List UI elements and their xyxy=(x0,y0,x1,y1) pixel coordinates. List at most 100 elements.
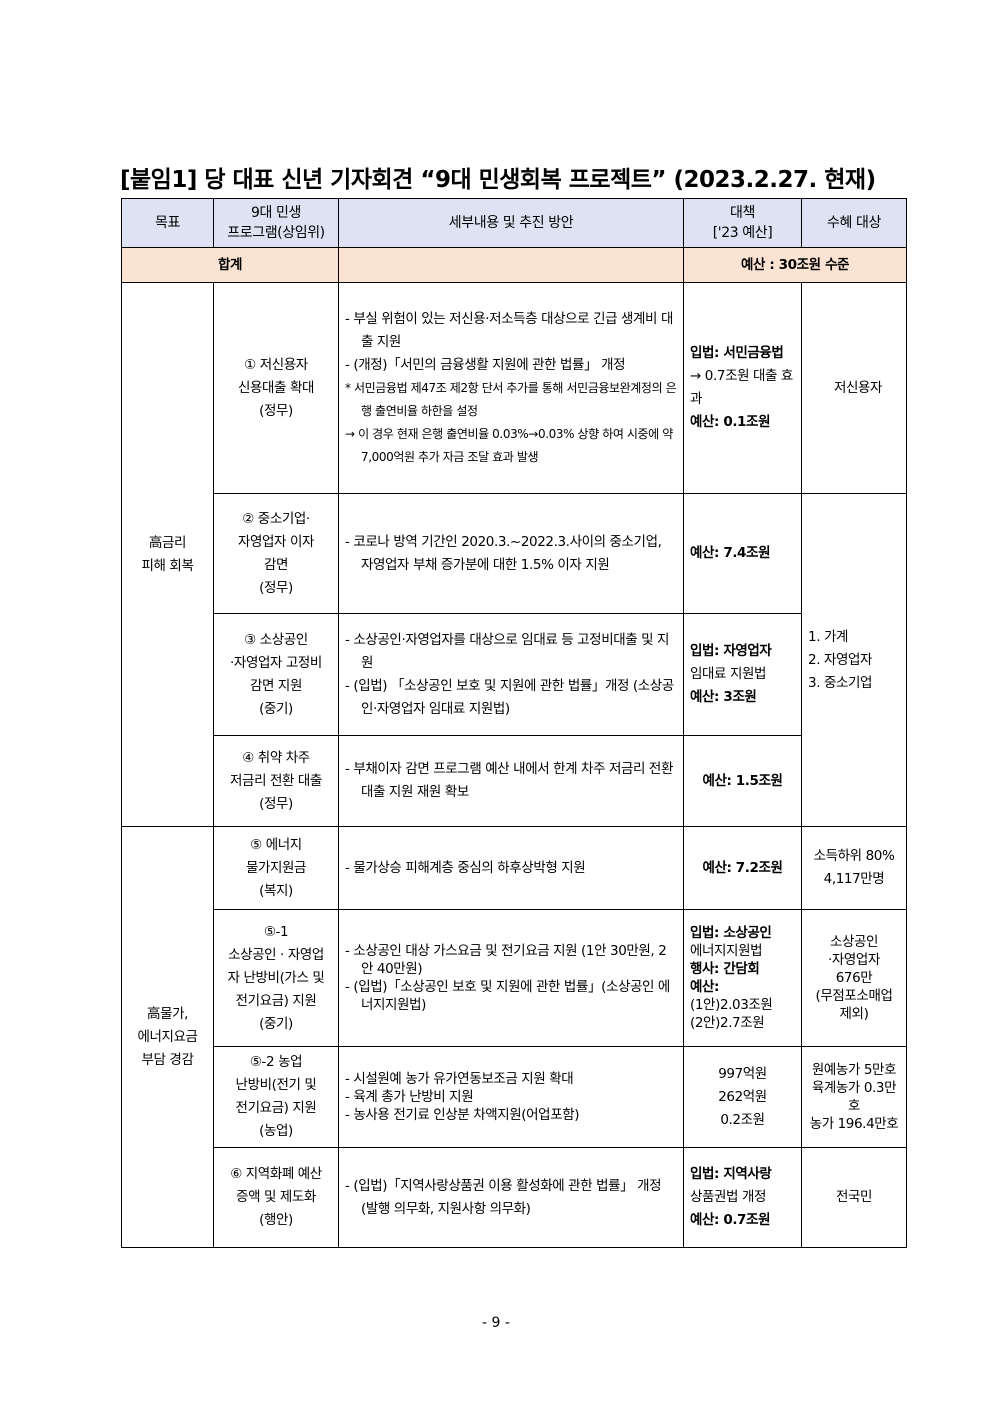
header-beneficiary: 수혜 대상 xyxy=(801,198,907,248)
cell-line: (농업) xyxy=(259,1123,293,1139)
cell-line: 262억원 xyxy=(718,1088,767,1105)
cell-line: ⑤ 에너지 xyxy=(250,836,302,853)
header-program: 9대 민생 프로그램(상임위) xyxy=(213,198,339,248)
cell-line: 자 난방비(가스 및 xyxy=(227,969,325,986)
cell-line: 감면 xyxy=(263,556,289,573)
cell-line: 농가 196.4만호 xyxy=(809,1116,899,1132)
program-cell: ② 중소기업· 자영업자 이자 감면 (정무) xyxy=(213,493,339,614)
table-header: 목표 9대 민생 프로그램(상임위) 세부내용 및 추진 방안 대책 ['23 예산… xyxy=(121,198,907,248)
cell-line: 4,117만명 xyxy=(823,871,885,887)
cell-line: 원예농가 5만호 xyxy=(811,1062,897,1078)
detail-line: - 육계 총가 난방비 지원 xyxy=(345,1089,474,1105)
table-row: ② 중소기업· 자영업자 이자 감면 (정무) - 코로나 방역 기간인 2020.3.… xyxy=(122,493,907,827)
header-measure: 대책 ['23 예산] xyxy=(683,198,802,248)
cell-line: ④ 취약 차주 xyxy=(242,749,310,766)
measure-cell: 입법: 서민금융법 → 0.7조원 대출 효과 예산: 0.1조원 xyxy=(683,282,802,494)
cell-line: (중기) xyxy=(259,700,293,717)
detail-line: - (입법) 「소상공인 보호 및 지원에 관한 법률」개정 (소상공인·자영업… xyxy=(345,677,674,717)
cell-line: (무점포소매업 xyxy=(815,988,893,1004)
cell-line: 피해 회복 xyxy=(141,557,194,574)
detail-line: * 서민금융법 제47조 제2항 단서 추가를 통해 서민금융보완계정의 은행 … xyxy=(345,380,677,418)
cell-line: 신용대출 확대 xyxy=(237,379,314,396)
beneficiary-cell: 전국민 xyxy=(801,1147,907,1248)
cell-line: 997억원 xyxy=(718,1065,767,1082)
detail-line: - (입법)「지역사랑상품권 이용 활성화에 관한 법률」 개정 (발행 의무화… xyxy=(345,1177,662,1217)
cell-line: 예산: 0.7조원 xyxy=(690,1212,771,1228)
detail-cell: - (입법)「지역사랑상품권 이용 활성화에 관한 법률」 개정 (발행 의무화… xyxy=(338,1147,684,1248)
beneficiary-cell: 소상공인 ·자영업자 676만 (무점포소매업 제외) xyxy=(801,909,907,1047)
cell-line: ① 저신용자 xyxy=(244,356,308,373)
cell-line: 3. 중소기업 xyxy=(808,674,873,691)
cell-line: 물가지원금 xyxy=(245,859,307,876)
detail-line: - 부실 위험이 있는 저신용·저소득층 대상으로 긴급 생계비 대출 지원 xyxy=(345,310,673,350)
measure-cell: 997억원 262억원 0.2조원 xyxy=(683,1046,802,1148)
measure-cell: 입법: 자영업자 임대료 지원법 예산: 3조원 xyxy=(683,613,802,736)
cell-line: 예산: 1.5조원 xyxy=(702,772,783,789)
cell-line: ⑤-2 농업 xyxy=(249,1054,303,1070)
cell-line: 저신용자 xyxy=(833,379,883,396)
cell-line: 예산: 7.4조원 xyxy=(690,545,771,561)
cell-line: 예산: 3조원 xyxy=(690,689,757,705)
cell-line: 입법: 서민금융법 xyxy=(690,345,784,361)
beneficiary-cell: 소득하위 80% 4,117만명 xyxy=(801,826,907,910)
table-row: ⑤-1 소상공인 · 자영업 자 난방비(가스 및 전기요금) 지원 (중기) - 소상공… xyxy=(122,909,907,1047)
cell-line: 입법: 소상공인 xyxy=(690,925,772,941)
detail-line: - 코로나 방역 기간인 2020.3.~2022.3.사이의 중소기업, 자영… xyxy=(345,533,662,573)
detail-cell: - 부실 위험이 있는 저신용·저소득층 대상으로 긴급 생계비 대출 지원 - … xyxy=(338,282,684,494)
total-label: 합계 xyxy=(121,247,339,283)
cell-line: 행사: 간담회 xyxy=(690,961,760,977)
cell-line: 高금리 xyxy=(148,534,187,551)
header-line: 프로그램(상임위) xyxy=(227,225,325,241)
cell-line: 예산: xyxy=(690,979,720,995)
detail-line: - (개정)「서민의 금융생활 지원에 관한 법률」 개정 xyxy=(345,356,626,373)
measure-cell: 예산: 7.2조원 xyxy=(683,826,802,910)
project-table: 목표 9대 민생 프로그램(상임위) 세부내용 및 추진 방안 대책 ['23 예산… xyxy=(121,198,907,1248)
cell-line: (복지) xyxy=(259,882,293,899)
measure-cell: 예산: 1.5조원 xyxy=(683,735,802,827)
measure-cell: 입법: 지역사랑 상품권법 개정 예산: 0.7조원 xyxy=(683,1147,802,1248)
cell-line: 육계농가 0.3만호 xyxy=(811,1080,897,1114)
cell-line: 난방비(전기 및 xyxy=(235,1077,317,1093)
cell-line: 자영업자 이자 xyxy=(237,533,314,550)
cell-line: (2안)2.7조원 xyxy=(690,1015,765,1031)
cell-line: 1. 가계 xyxy=(808,628,849,645)
header-line: 대책 xyxy=(730,205,755,221)
detail-cell: - 소상공인·자영업자를 대상으로 임대료 등 고정비대출 및 지원 - (입법)… xyxy=(338,613,684,736)
detail-cell: - 물가상승 피해계층 중심의 하후상박형 지원 xyxy=(338,826,684,910)
cell-line: 전국민 xyxy=(835,1189,873,1205)
total-budget: 예산 : 30조원 수준 xyxy=(683,247,907,283)
detail-line: - 소상공인 대상 가스요금 및 전기요금 지원 (1안 30만원, 2안 40… xyxy=(345,943,667,977)
cell-line: → 0.7조원 대출 효과 xyxy=(690,368,793,407)
measure-cell: 예산: 7.4조원 xyxy=(683,493,802,614)
table-row: ⑥ 지역화폐 예산 증액 및 제도화 (행안) - (입법)「지역사랑상품권 이용 활… xyxy=(122,1147,907,1248)
cell-line: 제외) xyxy=(839,1006,869,1022)
cell-line: 소상공인 · 자영업 xyxy=(228,946,324,963)
cell-line: 상품권법 개정 xyxy=(690,1189,767,1205)
cell-line: 0.2조원 xyxy=(720,1111,765,1128)
cell-line: 입법: 자영업자 xyxy=(690,643,772,659)
header-goal: 목표 xyxy=(121,198,214,248)
cell-line: ⑤-1 xyxy=(263,923,289,940)
cell-line: 부담 경감 xyxy=(141,1051,194,1068)
page-number: - 9 - xyxy=(482,1315,510,1331)
beneficiary-cell: 1. 가계 2. 자영업자 3. 중소기업 xyxy=(801,493,907,827)
detail-line: - (입법)「소상공인 보호 및 지원에 관한 법률」(소상공인 에너지지원법) xyxy=(345,979,670,1013)
document-title: [붙임1] 당 대표 신년 기자회견 “9대 민생회복 프로젝트” (2023.… xyxy=(120,167,876,193)
detail-cell: - 부채이자 감면 프로그램 예산 내에서 한계 차주 저금리 전환 대출 지원… xyxy=(338,735,684,827)
detail-line: - 시설원예 농가 유가연동보조금 지원 확대 xyxy=(345,1071,574,1087)
cell-line: (중기) xyxy=(259,1015,293,1032)
detail-line: → 이 경우 현재 은행 출연비율 0.03%→0.03% 상향 하여 시중에 … xyxy=(345,426,673,464)
cell-line: 소득하위 80% xyxy=(813,848,895,864)
cell-line: 高물가, xyxy=(146,1005,189,1022)
detail-line: - 농사용 전기료 인상분 차액지원(어업포함) xyxy=(345,1107,580,1123)
cell-line: 676만 xyxy=(835,970,873,986)
detail-line: - 물가상승 피해계층 중심의 하후상박형 지원 xyxy=(345,859,586,876)
cell-line: (1안)2.03조원 xyxy=(690,997,773,1013)
cell-line: (정무) xyxy=(259,402,293,419)
cell-line: 전기요금) 지원 xyxy=(235,1100,317,1116)
cell-line: ·자영업자 xyxy=(828,952,880,968)
